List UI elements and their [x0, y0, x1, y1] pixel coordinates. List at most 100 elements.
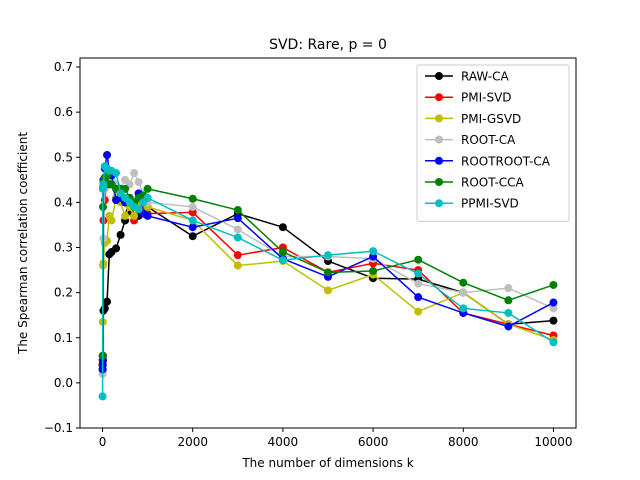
series-root-cca: [98, 171, 558, 360]
data-point-root-ca: [130, 169, 139, 178]
legend-label: RAW-CA: [461, 70, 509, 84]
legend-box: [416, 64, 570, 222]
data-point-rootroot-ca: [414, 293, 423, 302]
data-point-rootroot-ca: [143, 211, 152, 220]
legend-label: ROOT-CA: [461, 133, 516, 147]
data-point-ppmi-svd: [369, 247, 378, 256]
data-point-root-cca: [233, 206, 242, 215]
data-point-pmi-gsvd: [130, 211, 139, 220]
data-point-root-ca: [414, 279, 423, 288]
data-point-root-ca: [549, 304, 558, 313]
data-point-root-cca: [459, 278, 468, 287]
legend-label: ROOTROOT-CA: [461, 154, 551, 168]
data-point-ppmi-svd: [414, 269, 423, 278]
legend-label: PPMI-SVD: [461, 197, 519, 211]
data-point-root-cca: [549, 280, 558, 289]
data-point-rootroot-ca: [504, 322, 513, 331]
data-point-ppmi-svd: [188, 216, 197, 225]
data-point-root-cca: [504, 296, 513, 305]
legend-entry-raw-ca: RAW-CA: [425, 70, 509, 84]
data-point-pmi-gsvd: [324, 286, 332, 295]
legend-entry-pmi-gsvd: PMI-GSVD: [425, 112, 521, 126]
data-point-pmi-gsvd: [121, 211, 130, 220]
y-tick-label: 0.1: [54, 331, 73, 345]
x-tick-label: 2000: [177, 435, 208, 449]
data-point-ppmi-svd: [143, 193, 152, 202]
legend-marker: [435, 72, 443, 80]
legend-label: PMI-SVD: [461, 91, 512, 105]
y-tick-label: 0.6: [54, 105, 73, 119]
data-point-raw-ca: [549, 316, 558, 325]
x-axis: 0 2000 4000 6000 8000 10000: [99, 428, 573, 449]
legend-entry-root-cca: ROOT-CCA: [425, 176, 525, 190]
data-point-ppmi-svd: [278, 256, 287, 265]
plot-area: [98, 151, 558, 401]
data-point-raw-ca: [103, 297, 112, 306]
data-point-ppmi-svd: [112, 169, 121, 178]
legend-marker: [435, 93, 443, 102]
x-axis-label: The number of dimensions k: [241, 456, 413, 470]
y-tick-label: 0.3: [54, 241, 73, 255]
x-tick-label: 4000: [268, 435, 299, 449]
data-point-rootroot-ca: [103, 151, 112, 160]
data-point-raw-ca: [278, 223, 287, 232]
y-axis-label: The Spearman correlation coefficient: [16, 132, 30, 355]
axes-frame: [79, 57, 577, 429]
legend-marker: [435, 114, 443, 123]
legend-entry-ppmi-svd: PPMI-SVD: [425, 197, 519, 211]
data-point-root-cca: [324, 268, 332, 277]
legend-entry-pmi-svd: PMI-SVD: [425, 91, 512, 105]
data-point-root-ca: [188, 202, 197, 211]
y-tick-label: 0.4: [54, 195, 73, 209]
data-point-raw-ca: [116, 230, 125, 239]
x-tick-label: 8000: [448, 435, 479, 449]
legend-marker: [435, 178, 443, 186]
data-point-ppmi-svd: [99, 180, 108, 189]
y-tick-label: 0.7: [54, 60, 73, 74]
data-point-rootroot-ca: [233, 214, 242, 223]
data-point-root-ca: [504, 284, 513, 293]
data-point-pmi-svd: [233, 251, 242, 260]
legend-label: ROOT-CCA: [461, 176, 525, 190]
data-point-root-ca: [134, 178, 143, 187]
chart-title: SVD: Rare, p = 0: [269, 37, 387, 53]
data-point-raw-ca: [112, 244, 121, 253]
y-tick-label: −0.1: [44, 421, 73, 435]
data-point-ppmi-svd: [549, 338, 558, 347]
data-point-ppmi-svd: [98, 392, 107, 401]
y-tick-label: 0.5: [54, 150, 73, 164]
x-tick-label: 6000: [358, 435, 389, 449]
data-point-root-ca: [459, 288, 468, 297]
data-point-pmi-gsvd: [414, 307, 423, 316]
data-point-pmi-gsvd: [233, 261, 242, 270]
y-axis: −0.1 0.0 0.1 0.2 0.3 0.4 0.5 0.6 0.7: [44, 60, 80, 435]
data-point-rootroot-ca: [188, 223, 197, 232]
legend: RAW-CA PMI-SVD PMI-GSVD ROOT-CA ROOTROOT-CA R…: [416, 64, 570, 222]
data-point-root-cca: [188, 194, 197, 203]
data-point-root-cca: [143, 184, 152, 193]
legend-entry-root-ca: ROOT-CA: [425, 133, 516, 147]
data-point-ppmi-svd: [233, 233, 242, 242]
data-point-pmi-gsvd: [107, 216, 116, 225]
legend-marker: [435, 156, 443, 165]
legend-marker: [435, 199, 443, 208]
y-tick-label: 0.2: [54, 286, 73, 300]
legend-marker: [435, 135, 443, 144]
data-point-root-cca: [414, 255, 423, 264]
x-tick-label: 0: [99, 435, 107, 449]
legend-label: PMI-GSVD: [461, 112, 521, 126]
legend-entry-rootroot-ca: ROOTROOT-CA: [425, 154, 551, 168]
x-tick-label: 10000: [534, 435, 572, 449]
data-point-root-cca: [369, 266, 378, 275]
data-point-rootroot-ca: [549, 298, 558, 307]
data-point-ppmi-svd: [324, 251, 332, 260]
data-point-ppmi-svd: [459, 304, 468, 313]
data-point-raw-ca: [188, 232, 197, 241]
y-tick-label: 0.0: [54, 376, 73, 390]
data-point-ppmi-svd: [504, 308, 513, 317]
data-point-root-ca: [233, 225, 242, 234]
series-ppmi-svd: [98, 162, 558, 401]
data-point-ppmi-svd: [134, 205, 143, 214]
data-point-root-cca: [278, 248, 287, 257]
